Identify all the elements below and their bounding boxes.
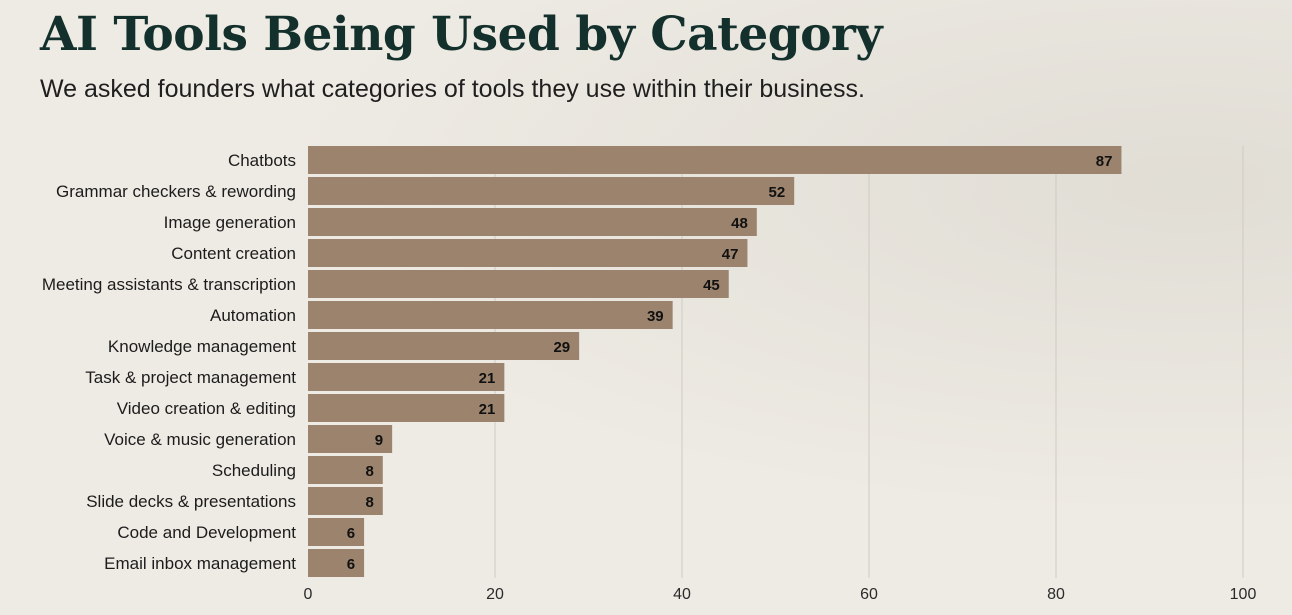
category-label-8: Video creation & editing: [117, 399, 296, 418]
category-label-6: Knowledge management: [108, 337, 296, 356]
chart-subtitle: We asked founders what categories of too…: [40, 75, 865, 103]
x-tick-label-80: 80: [1047, 586, 1065, 603]
bar-3: [308, 239, 748, 267]
value-label-1: 52: [769, 184, 786, 201]
value-label-13: 6: [347, 556, 355, 573]
value-label-10: 8: [365, 463, 373, 480]
value-label-0: 87: [1096, 153, 1113, 170]
value-label-2: 48: [731, 215, 748, 232]
value-label-11: 8: [365, 494, 373, 511]
bar-7: [308, 363, 505, 391]
category-labels: Chatbots Grammar checkers & rewording Imag…: [42, 151, 296, 573]
value-label-5: 39: [647, 308, 664, 325]
category-label-7: Task & project management: [85, 368, 296, 387]
bar-9: [308, 425, 393, 453]
category-label-10: Scheduling: [212, 461, 296, 480]
category-label-0: Chatbots: [228, 151, 296, 170]
x-tick-label-100: 100: [1230, 586, 1257, 603]
bar-2: [308, 208, 757, 236]
value-label-6: 29: [553, 339, 570, 356]
bar-6: [308, 332, 580, 360]
bar-4: [308, 270, 729, 298]
category-label-1: Grammar checkers & rewording: [56, 182, 296, 201]
bar-13: [308, 549, 365, 577]
chart-title: AI Tools Being Used by Category: [40, 7, 883, 62]
category-label-11: Slide decks & presentations: [86, 492, 296, 511]
x-tick-label-0: 0: [304, 586, 313, 603]
bars: [308, 146, 1122, 577]
category-label-4: Meeting assistants & transcription: [42, 275, 296, 294]
category-label-13: Email inbox management: [104, 554, 296, 573]
category-label-9: Voice & music generation: [104, 430, 296, 449]
bar-12: [308, 518, 365, 546]
x-tick-label-40: 40: [673, 586, 691, 603]
x-axis-ticks: 0 20 40 60 80 100: [304, 586, 1257, 603]
value-label-3: 47: [722, 246, 739, 263]
x-tick-label-60: 60: [860, 586, 878, 603]
value-label-4: 45: [703, 277, 720, 294]
bar-10: [308, 456, 383, 484]
category-label-12: Code and Development: [117, 523, 296, 542]
value-label-9: 9: [375, 432, 383, 449]
value-label-8: 21: [479, 401, 496, 418]
bar-5: [308, 301, 673, 329]
bar-0: [308, 146, 1122, 174]
value-label-7: 21: [479, 370, 496, 387]
category-label-3: Content creation: [171, 244, 296, 263]
value-label-12: 6: [347, 525, 355, 542]
bar-11: [308, 487, 383, 515]
category-label-5: Automation: [210, 306, 296, 325]
category-label-2: Image generation: [164, 213, 296, 232]
x-tick-label-20: 20: [486, 586, 504, 603]
bar-1: [308, 177, 795, 205]
bar-8: [308, 394, 505, 422]
